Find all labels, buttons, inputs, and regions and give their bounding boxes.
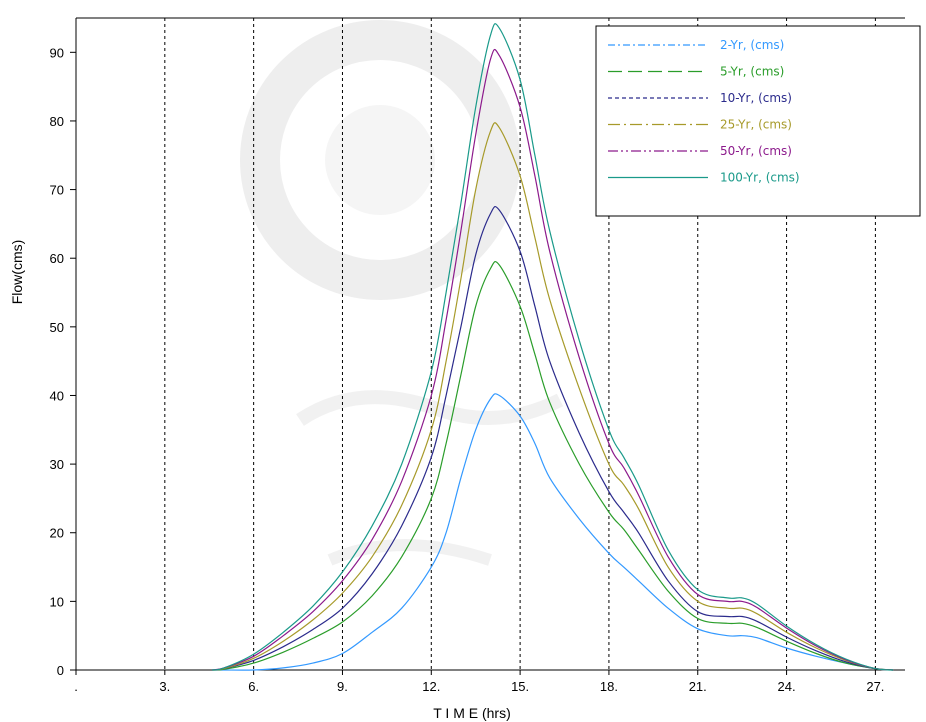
legend: 2-Yr, (cms) 5-Yr, (cms) 10-Yr, (cms) 25-Yr,…: [595, 25, 921, 217]
series-line-5: [212, 23, 894, 671]
x-tick-label-5: 15.: [511, 679, 529, 694]
legend-label-3: 25-Yr, (cms): [720, 118, 792, 132]
y-axis-title: Flow(cms): [9, 240, 25, 305]
x-axis: . 3. 6. 9. 12. 15. 18. 21. 24. 27.: [74, 670, 884, 694]
series-line-0: [212, 393, 894, 671]
series-line-3: [212, 122, 894, 671]
legend-label-2: 10-Yr, (cms): [720, 91, 792, 105]
series-line-2: [212, 205, 894, 671]
y-tick-label-6: 60: [50, 251, 64, 266]
y-tick-label-2: 20: [50, 526, 64, 541]
x-tick-label-8: 24.: [778, 679, 796, 694]
x-tick-label-0: .: [74, 679, 78, 694]
legend-label-1: 5-Yr, (cms): [720, 65, 784, 79]
series-line-1: [212, 260, 894, 671]
watermark-logo: [240, 20, 564, 566]
x-tick-label-1: 3.: [159, 679, 170, 694]
y-tick-label-7: 70: [50, 183, 64, 198]
y-tick-label-1: 10: [50, 594, 64, 609]
x-tick-label-7: 21.: [689, 679, 707, 694]
y-tick-label-5: 50: [50, 320, 64, 335]
y-tick-label-0: 0: [57, 663, 64, 678]
legend-label-5: 100-Yr, (cms): [720, 171, 800, 185]
legend-box: [595, 25, 921, 217]
legend-label-4: 50-Yr, (cms): [720, 144, 792, 158]
y-axis: 0 10 20 30 40 50 60 70 80 90: [50, 45, 76, 678]
y-tick-label-3: 30: [50, 457, 64, 472]
legend-label-0: 2-Yr, (cms): [720, 38, 784, 52]
x-tick-label-4: 12.: [422, 679, 440, 694]
series-lines: [212, 23, 894, 671]
x-tick-label-2: 6.: [248, 679, 259, 694]
x-axis-title: T I M E (hrs): [433, 705, 511, 721]
x-tick-label-6: 18.: [600, 679, 618, 694]
y-tick-label-4: 40: [50, 388, 64, 403]
y-tick-label-9: 90: [50, 45, 64, 60]
x-tick-label-3: 9.: [337, 679, 348, 694]
series-line-4: [212, 48, 894, 671]
x-tick-label-9: 27.: [866, 679, 884, 694]
y-tick-label-8: 80: [50, 114, 64, 129]
